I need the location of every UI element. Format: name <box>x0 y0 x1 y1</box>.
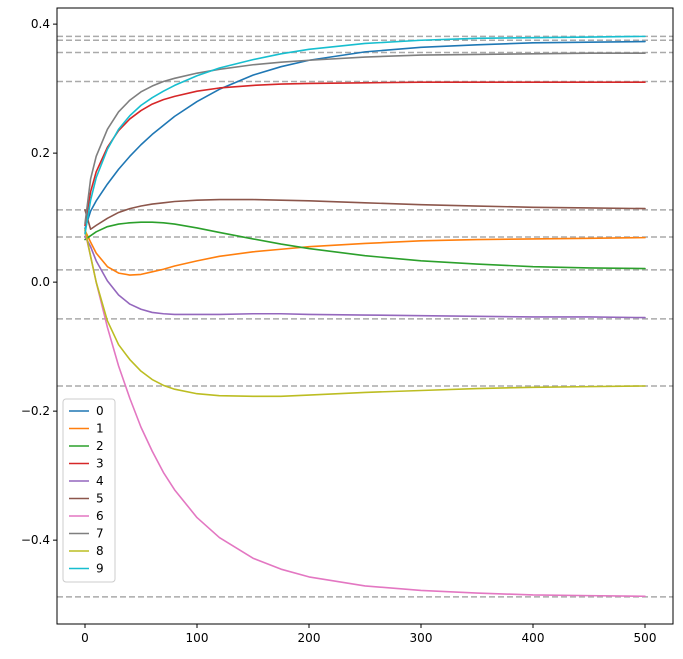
x-tick-label: 500 <box>634 631 657 645</box>
legend-label-4: 4 <box>96 474 104 488</box>
series-line-1 <box>84 229 646 276</box>
legend-label-1: 1 <box>96 422 104 436</box>
y-tick-label: 0.0 <box>31 275 50 289</box>
x-tick-label: 400 <box>522 631 545 645</box>
legend-label-8: 8 <box>96 544 104 558</box>
legend-label-6: 6 <box>96 509 104 523</box>
series-line-0 <box>84 40 646 230</box>
y-tick-label: −0.4 <box>21 533 50 547</box>
y-tick-label: 0.2 <box>31 146 50 160</box>
series-line-2 <box>84 221 646 270</box>
x-tick-label: 0 <box>81 631 89 645</box>
legend: 0 1 2 3 4 5 6 7 8 9 <box>62 398 116 583</box>
series-line-6 <box>84 231 646 598</box>
series-line-9 <box>84 35 646 235</box>
y-tick-label: 0.4 <box>31 17 50 31</box>
series-line-5 <box>84 198 646 231</box>
legend-label-9: 9 <box>96 562 104 576</box>
x-tick-label: 200 <box>298 631 321 645</box>
x-tick-label: 300 <box>410 631 433 645</box>
legend-label-7: 7 <box>96 527 104 541</box>
legend-label-3: 3 <box>96 457 104 471</box>
series-line-4 <box>84 235 646 319</box>
series-line-7 <box>84 52 646 225</box>
x-axis: 0 100 200 300 400 500 <box>81 624 656 645</box>
legend-label-5: 5 <box>96 492 104 506</box>
plot-area-frame <box>56 7 674 625</box>
series-line-8 <box>84 228 646 398</box>
series-lines <box>84 35 646 598</box>
legend-box <box>62 398 116 583</box>
legend-label-2: 2 <box>96 439 104 453</box>
y-tick-label: −0.2 <box>21 404 50 418</box>
x-tick-label: 100 <box>186 631 209 645</box>
y-axis: −0.4 −0.2 0.0 0.2 0.4 <box>21 17 57 547</box>
legend-label-0: 0 <box>96 404 104 418</box>
